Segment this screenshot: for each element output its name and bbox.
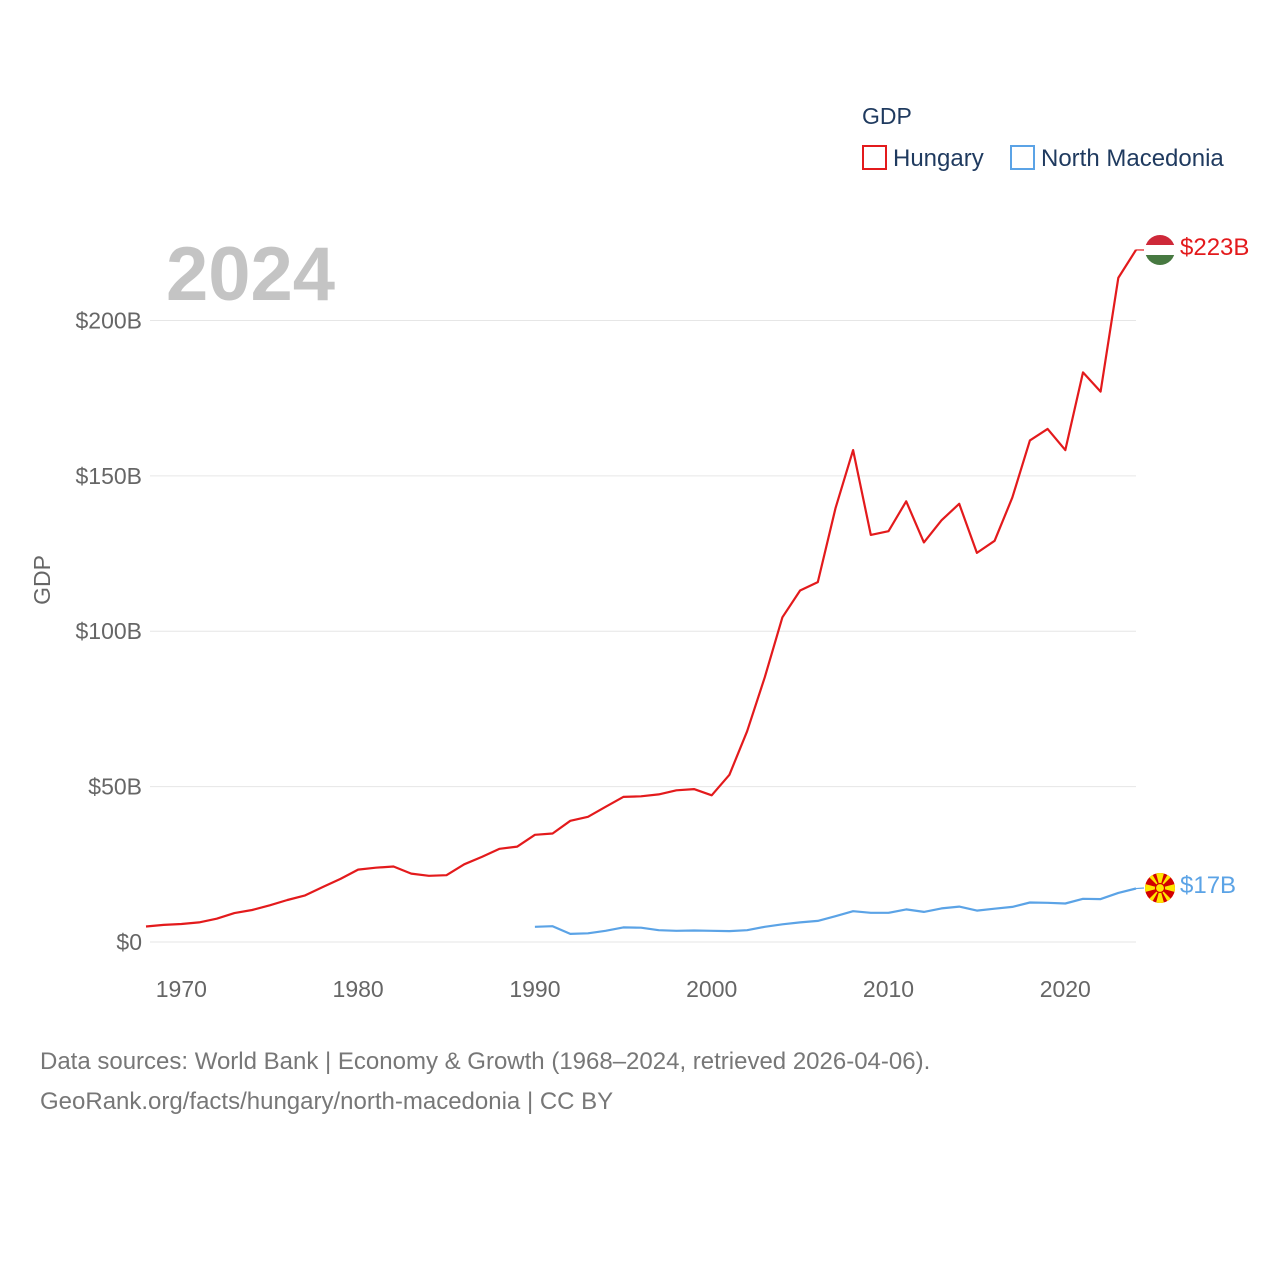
legend-label-north-macedonia[interactable]: North Macedonia: [1041, 145, 1224, 172]
y-axis-label: GDP: [29, 555, 55, 605]
y-tick-label: $100B: [75, 618, 142, 644]
x-tick-label: 2010: [863, 976, 914, 1002]
legend-label-hungary[interactable]: Hungary: [893, 145, 984, 172]
end-labels: $223B $17B: [1135, 234, 1249, 899]
y-tick-label: $200B: [75, 307, 142, 333]
end-connector-north-macedonia: [1135, 887, 1145, 890]
gdp-line-chart: $0 $50B $100B $150B $200B 1970 1980 1990 2000 20…: [29, 103, 1249, 1002]
legend-swatch-north-macedonia[interactable]: [1010, 145, 1035, 170]
x-tick-label: 1990: [509, 976, 560, 1002]
source-line-1: Data sources: World Bank | Economy & Gro…: [40, 1048, 931, 1075]
legend-swatch-hungary[interactable]: [862, 145, 887, 170]
series-line-hungary[interactable]: [145, 249, 1137, 928]
x-tick-label: 2020: [1040, 976, 1091, 1002]
end-value-label-north-macedonia: $17B: [1180, 872, 1236, 899]
y-tick-label: $0: [116, 929, 142, 955]
y-tick-label: $150B: [75, 463, 142, 489]
source-note: Data sources: World Bank | Economy & Gro…: [40, 1042, 930, 1122]
series-line-north-macedonia[interactable]: [534, 887, 1137, 936]
year-label: 2024: [166, 232, 335, 317]
source-line-2[interactable]: GeoRank.org/facts/hungary/north-macedoni…: [40, 1088, 614, 1115]
y-axis-ticks: $0 $50B $100B $150B $200B: [75, 307, 142, 955]
north-macedonia-flag-icon: [1145, 873, 1175, 903]
hungary-flag-icon: [1145, 235, 1175, 265]
series-lines: [145, 249, 1137, 936]
end-value-label-hungary: $223B: [1180, 234, 1249, 261]
x-axis-ticks: 1970 1980 1990 2000 2010 2020: [156, 976, 1091, 1002]
y-tick-label: $50B: [88, 774, 142, 800]
x-tick-label: 1970: [156, 976, 207, 1002]
grid-lines: [150, 319, 1136, 943]
legend-title: GDP: [862, 103, 912, 129]
legend: GDP Hungary North Macedonia: [862, 103, 1224, 172]
x-tick-label: 2000: [686, 976, 737, 1002]
x-tick-label: 1980: [333, 976, 384, 1002]
